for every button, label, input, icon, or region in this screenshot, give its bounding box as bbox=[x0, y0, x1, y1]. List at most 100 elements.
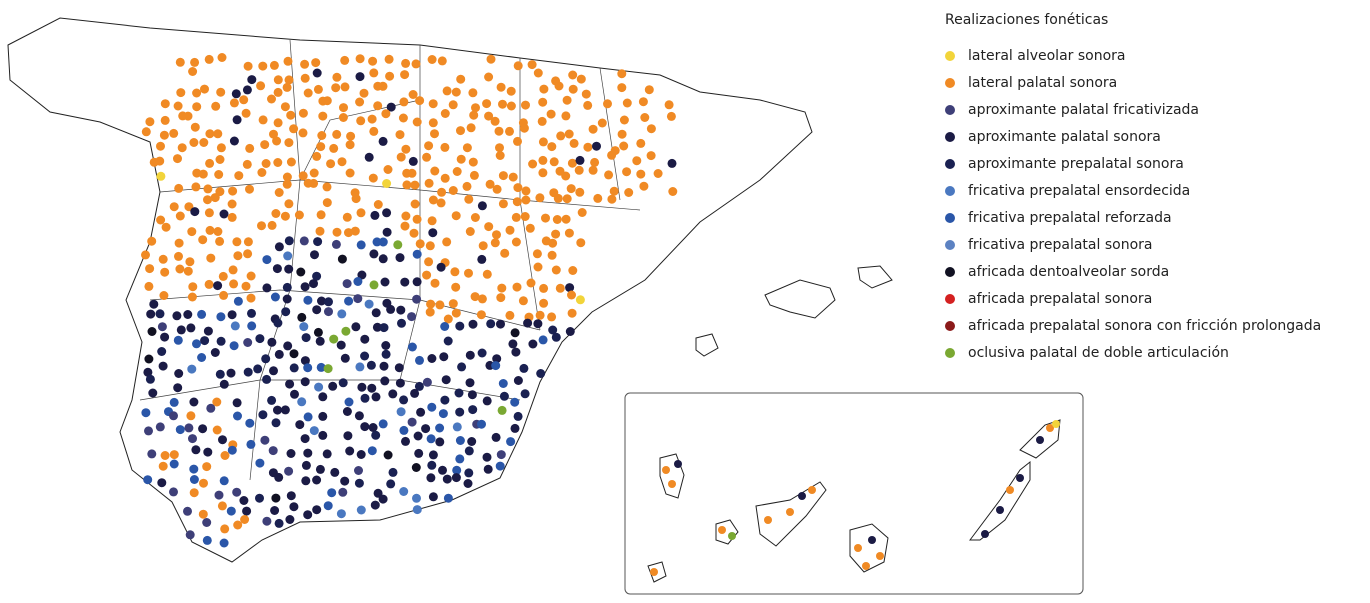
survey-point bbox=[286, 449, 296, 458]
survey-point bbox=[617, 83, 627, 93]
survey-point bbox=[218, 271, 228, 281]
survey-point bbox=[535, 193, 545, 203]
survey-point bbox=[219, 379, 229, 389]
survey-point bbox=[290, 389, 299, 399]
survey-point bbox=[414, 448, 424, 458]
survey-point bbox=[226, 368, 236, 378]
survey-point bbox=[430, 278, 440, 288]
survey-point bbox=[422, 152, 432, 162]
survey-point bbox=[462, 181, 472, 191]
legend-label: aproximante prepalatal sonora bbox=[968, 156, 1184, 172]
survey-point bbox=[428, 118, 438, 128]
survey-point bbox=[228, 186, 238, 196]
survey-point bbox=[203, 447, 213, 457]
survey-point bbox=[300, 73, 310, 83]
survey-point bbox=[539, 283, 549, 293]
survey-point bbox=[505, 310, 515, 320]
survey-point bbox=[261, 159, 271, 168]
survey-point bbox=[575, 295, 585, 305]
survey-point bbox=[227, 310, 237, 320]
legend-label: fricativa prepalatal sonora bbox=[968, 237, 1152, 253]
survey-point bbox=[232, 237, 242, 247]
survey-point bbox=[357, 382, 367, 392]
survey-point bbox=[260, 140, 270, 150]
survey-point bbox=[199, 138, 209, 147]
survey-point bbox=[512, 197, 522, 207]
survey-point bbox=[229, 98, 239, 108]
survey-point bbox=[239, 496, 249, 505]
survey-point bbox=[216, 87, 226, 97]
survey-point bbox=[149, 299, 159, 309]
survey-point bbox=[495, 151, 505, 160]
survey-point bbox=[537, 116, 547, 126]
survey-point bbox=[310, 250, 319, 260]
survey-point bbox=[498, 99, 507, 109]
survey-point bbox=[301, 460, 311, 470]
survey-point bbox=[220, 524, 230, 534]
legend-label: africada dentoalveolar sorda bbox=[968, 264, 1169, 280]
survey-point bbox=[342, 212, 352, 222]
survey-point bbox=[191, 445, 201, 455]
survey-point bbox=[396, 407, 406, 417]
survey-point bbox=[639, 181, 649, 191]
survey-point bbox=[309, 426, 319, 436]
survey-point bbox=[728, 532, 736, 540]
survey-point bbox=[242, 506, 252, 516]
survey-point bbox=[295, 420, 305, 430]
survey-point bbox=[274, 188, 284, 197]
survey-point bbox=[205, 158, 215, 168]
survey-point bbox=[1006, 486, 1014, 494]
survey-point bbox=[442, 474, 452, 484]
survey-point bbox=[338, 378, 348, 388]
legend-label: aproximante palatal fricativizada bbox=[968, 102, 1199, 118]
survey-point bbox=[351, 194, 361, 204]
survey-point bbox=[407, 312, 417, 322]
survey-point bbox=[576, 74, 586, 84]
survey-point bbox=[636, 138, 646, 148]
survey-point bbox=[312, 505, 322, 515]
survey-point bbox=[436, 198, 446, 208]
survey-point bbox=[245, 418, 255, 428]
legend-swatch bbox=[945, 51, 955, 61]
survey-point bbox=[174, 183, 184, 193]
legend: lateral alveolar sonora lateral palatal s… bbox=[945, 48, 1321, 361]
survey-point bbox=[350, 226, 360, 236]
survey-point bbox=[229, 136, 239, 146]
survey-point bbox=[411, 463, 421, 472]
survey-point bbox=[539, 298, 549, 308]
survey-point bbox=[546, 109, 556, 119]
survey-point bbox=[143, 367, 153, 377]
survey-point bbox=[421, 424, 431, 434]
survey-point bbox=[640, 113, 650, 122]
survey-point bbox=[486, 319, 496, 329]
survey-point bbox=[141, 408, 151, 418]
survey-point bbox=[158, 254, 168, 264]
survey-point bbox=[245, 143, 255, 153]
survey-point bbox=[232, 398, 242, 408]
survey-point bbox=[353, 294, 363, 304]
survey-point bbox=[227, 445, 237, 455]
survey-point bbox=[619, 141, 629, 151]
survey-point bbox=[636, 169, 646, 179]
survey-point bbox=[388, 467, 398, 477]
survey-point bbox=[581, 89, 591, 99]
survey-point bbox=[632, 156, 642, 166]
survey-point bbox=[427, 354, 437, 363]
survey-point bbox=[511, 212, 521, 222]
survey-point bbox=[506, 86, 516, 96]
survey-point bbox=[203, 326, 213, 336]
survey-point bbox=[451, 473, 461, 483]
survey-point bbox=[462, 143, 472, 153]
survey-point bbox=[145, 117, 155, 127]
survey-point bbox=[315, 464, 325, 474]
survey-point bbox=[216, 312, 226, 322]
survey-point bbox=[189, 488, 199, 498]
survey-point bbox=[465, 350, 475, 360]
survey-point bbox=[228, 265, 238, 275]
survey-point bbox=[505, 126, 514, 136]
survey-point bbox=[424, 178, 434, 188]
survey-point bbox=[477, 419, 486, 429]
survey-point bbox=[498, 379, 508, 388]
survey-point bbox=[456, 126, 465, 136]
survey-point bbox=[262, 283, 272, 293]
